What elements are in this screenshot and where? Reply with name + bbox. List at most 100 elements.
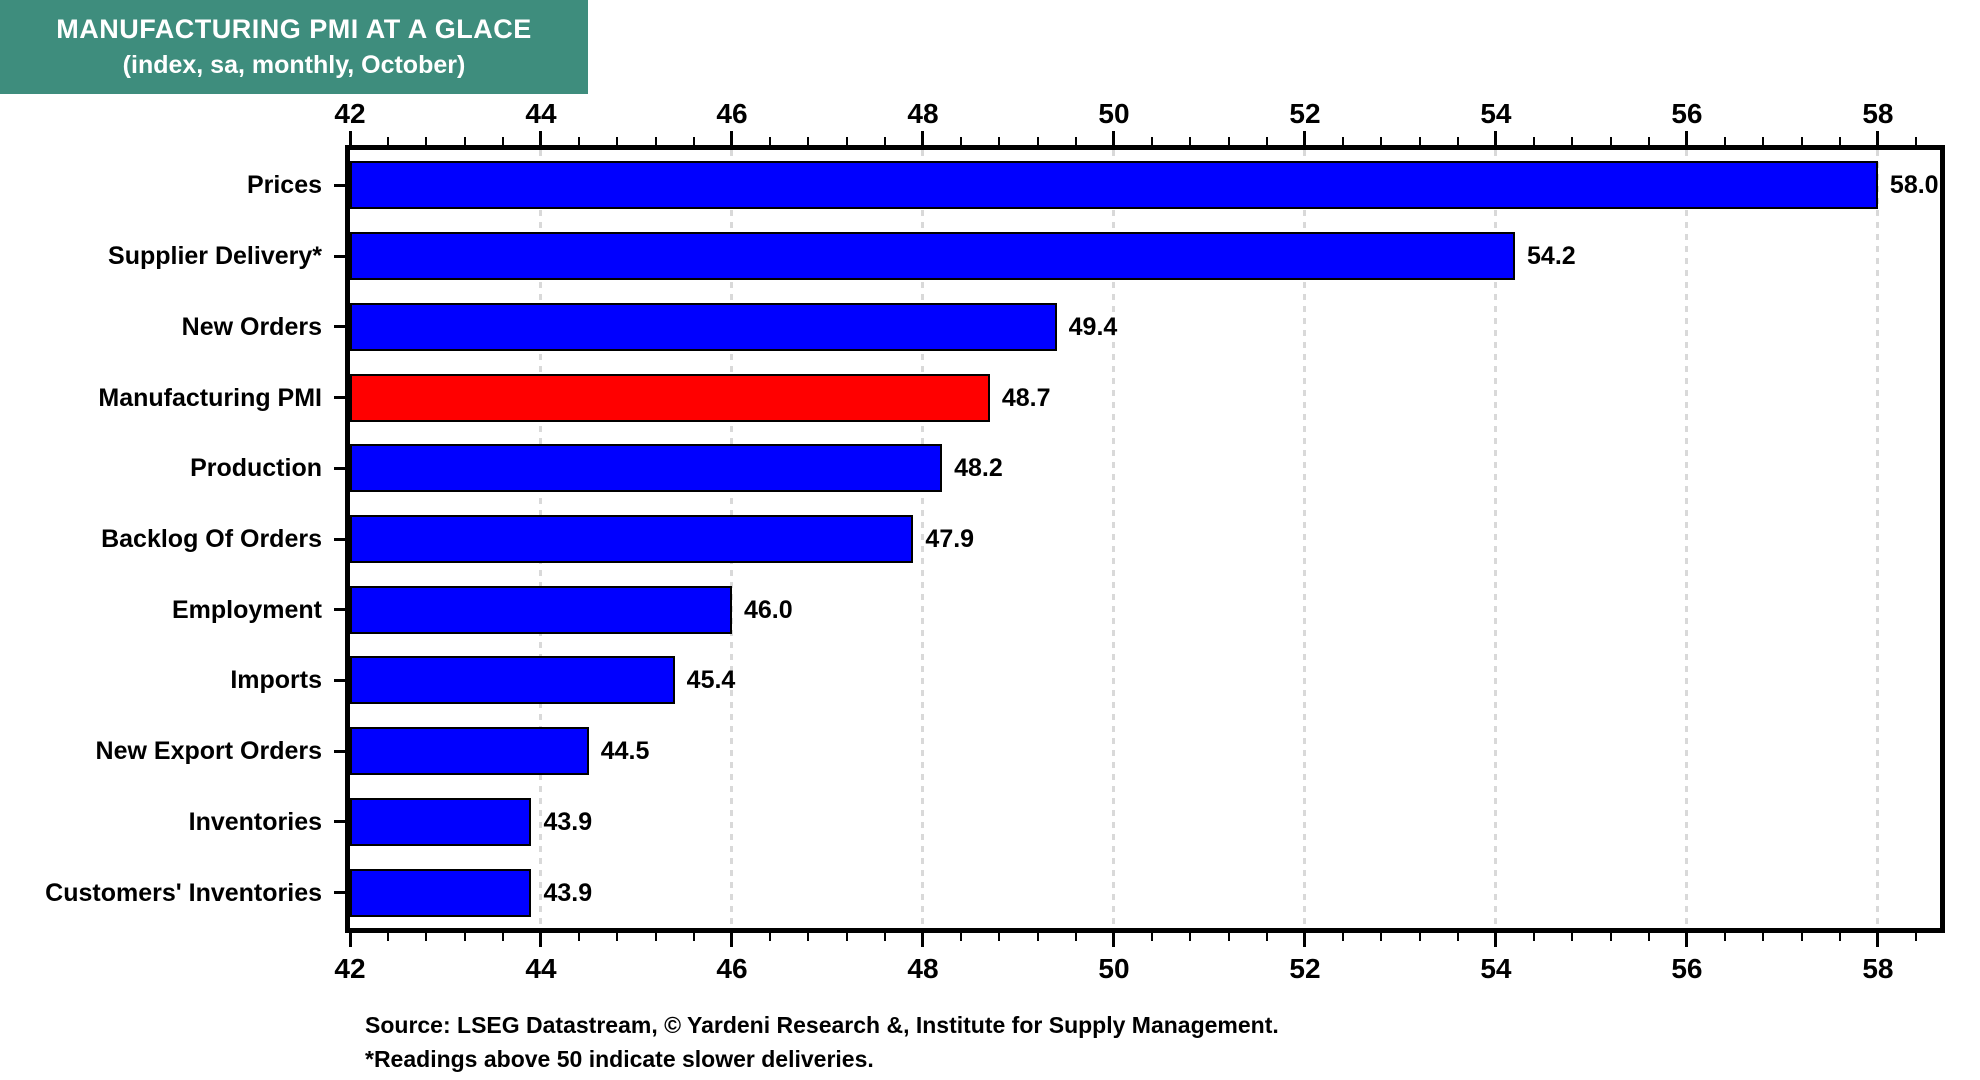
y-tick-employment (334, 608, 345, 612)
category-label-manufacturing-pmi: Manufacturing PMI (98, 383, 322, 412)
x-major-tick-bottom-54 (1494, 933, 1498, 947)
footnote: *Readings above 50 indicate slower deliv… (365, 1046, 874, 1072)
x-minor-tick-top (1074, 137, 1077, 145)
x-axis-label-top-56: 56 (1671, 98, 1703, 129)
y-tick-backlog-of-orders (334, 537, 345, 541)
y-tick-production (334, 466, 345, 470)
x-axis-label-bottom-52: 52 (1289, 953, 1321, 984)
x-major-tick-top-50 (1112, 131, 1116, 145)
x-minor-tick-top (654, 137, 657, 145)
bar-inventories (350, 797, 532, 846)
bar-value-customers-inventories: 43.9 (543, 878, 593, 907)
y-tick-prices (334, 183, 345, 187)
gridline-52 (1303, 150, 1307, 928)
bar-value-new-orders: 49.4 (1068, 312, 1118, 341)
bar-employment (350, 585, 732, 634)
x-major-tick-top-58 (1876, 131, 1880, 145)
x-minor-tick-bottom (578, 933, 581, 941)
plot-area: 58.0 54.2 49.4 48.7 48.2 47.9 46.0 45.4 44.5 43.9… (345, 145, 1945, 933)
bar-prices (350, 161, 1878, 210)
x-minor-tick-top (1571, 137, 1574, 145)
x-axis-label-bottom-54: 54 (1480, 953, 1512, 984)
x-axis-label-bottom-48: 48 (907, 953, 939, 984)
x-minor-tick-bottom (1724, 933, 1727, 941)
x-minor-tick-bottom (883, 933, 886, 941)
x-minor-tick-top (769, 137, 772, 145)
x-minor-tick-top (1036, 137, 1039, 145)
category-label-new-export-orders: New Export Orders (95, 737, 322, 766)
x-minor-tick-bottom (1456, 933, 1459, 941)
x-minor-tick-bottom (501, 933, 504, 941)
x-minor-tick-bottom (1380, 933, 1383, 941)
y-tick-new-export-orders (334, 749, 345, 753)
x-minor-tick-top (1724, 137, 1727, 145)
bar-new-export-orders (350, 727, 589, 776)
x-minor-tick-top (883, 137, 886, 145)
x-minor-tick-top (1533, 137, 1536, 145)
category-label-prices: Prices (246, 171, 322, 200)
category-label-production: Production (190, 454, 322, 483)
footer-notes: Source: LSEG Datastream, © Yardeni Resea… (365, 1008, 1279, 1076)
y-tick-imports (334, 678, 345, 682)
x-major-tick-top-52 (1303, 131, 1307, 145)
x-minor-tick-bottom (692, 933, 695, 941)
x-minor-tick-top (501, 137, 504, 145)
x-major-tick-bottom-50 (1112, 933, 1116, 947)
x-minor-tick-bottom (1265, 933, 1268, 941)
x-axis-label-bottom-44: 44 (525, 953, 557, 984)
x-major-tick-bottom-52 (1303, 933, 1307, 947)
x-minor-tick-bottom (1838, 933, 1841, 941)
x-major-tick-top-44 (539, 131, 543, 145)
gridline-56 (1685, 150, 1689, 928)
x-axis-label-top-50: 50 (1098, 98, 1130, 129)
bar-backlog-of-orders (350, 515, 914, 563)
bar-production (350, 444, 943, 493)
x-minor-tick-top (1342, 137, 1345, 145)
x-minor-tick-bottom (1227, 933, 1230, 941)
x-minor-tick-top (1456, 137, 1459, 145)
x-minor-tick-bottom (463, 933, 466, 941)
x-minor-tick-top (998, 137, 1001, 145)
x-major-tick-bottom-56 (1685, 933, 1689, 947)
x-minor-tick-bottom (769, 933, 772, 941)
x-axis-label-bottom-58: 58 (1862, 953, 1894, 984)
x-minor-tick-top (1647, 137, 1650, 145)
gridline-48 (921, 150, 925, 928)
x-minor-tick-top (960, 137, 963, 145)
y-tick-supplier-delivery (334, 254, 345, 258)
x-major-tick-top-54 (1494, 131, 1498, 145)
bar-value-manufacturing-pmi: 48.7 (1001, 383, 1051, 412)
x-minor-tick-bottom (1571, 933, 1574, 941)
bar-value-inventories: 43.9 (543, 807, 593, 836)
x-axis-label-bottom-46: 46 (716, 953, 748, 984)
x-minor-tick-bottom (1036, 933, 1039, 941)
gridline-58 (1876, 150, 1880, 928)
x-axis-label-bottom-42: 42 (334, 953, 366, 984)
x-major-tick-bottom-46 (730, 933, 734, 947)
x-minor-tick-top (845, 137, 848, 145)
x-minor-tick-bottom (425, 933, 428, 941)
y-tick-inventories (334, 820, 345, 824)
x-axis-label-bottom-50: 50 (1098, 953, 1130, 984)
category-label-new-orders: New Orders (181, 312, 322, 341)
x-minor-tick-bottom (807, 933, 810, 941)
x-minor-tick-top (1418, 137, 1421, 145)
x-minor-tick-top (807, 137, 810, 145)
x-minor-tick-bottom (387, 933, 390, 941)
bar-value-backlog-of-orders: 47.9 (925, 525, 975, 553)
x-minor-tick-top (616, 137, 619, 145)
category-label-imports: Imports (230, 666, 322, 695)
x-axis-label-top-48: 48 (907, 98, 939, 129)
x-major-tick-top-56 (1685, 131, 1689, 145)
x-minor-tick-bottom (845, 933, 848, 941)
bar-value-production: 48.2 (954, 454, 1003, 483)
x-major-tick-bottom-42 (348, 933, 352, 947)
bar-value-employment: 46.0 (743, 595, 793, 624)
x-minor-tick-bottom (1647, 933, 1650, 941)
x-minor-tick-bottom (1762, 933, 1765, 941)
x-axis-label-top-46: 46 (716, 98, 748, 129)
x-minor-tick-top (1227, 137, 1230, 145)
x-minor-tick-bottom (1533, 933, 1536, 941)
x-minor-tick-bottom (1915, 933, 1918, 941)
